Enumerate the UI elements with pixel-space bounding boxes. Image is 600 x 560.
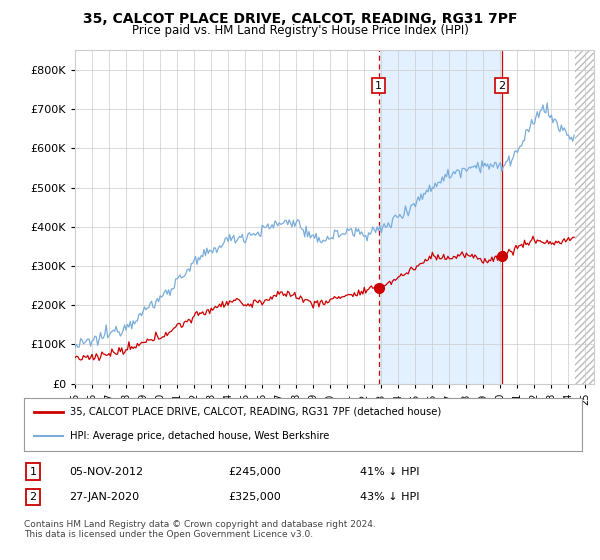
Text: HPI: Average price, detached house, West Berkshire: HPI: Average price, detached house, West… <box>70 431 329 441</box>
Text: 1: 1 <box>29 466 37 477</box>
Text: 35, CALCOT PLACE DRIVE, CALCOT, READING, RG31 7PF (detached house): 35, CALCOT PLACE DRIVE, CALCOT, READING,… <box>70 407 441 417</box>
Bar <box>575 50 594 384</box>
Text: 43% ↓ HPI: 43% ↓ HPI <box>360 492 419 502</box>
Text: £245,000: £245,000 <box>228 466 281 477</box>
Text: 2: 2 <box>29 492 37 502</box>
Text: Contains HM Land Registry data © Crown copyright and database right 2024.
This d: Contains HM Land Registry data © Crown c… <box>24 520 376 539</box>
Text: 35, CALCOT PLACE DRIVE, CALCOT, READING, RG31 7PF: 35, CALCOT PLACE DRIVE, CALCOT, READING,… <box>83 12 517 26</box>
Text: 1: 1 <box>375 81 382 91</box>
Text: 27-JAN-2020: 27-JAN-2020 <box>69 492 139 502</box>
Text: 2: 2 <box>498 81 505 91</box>
Text: £325,000: £325,000 <box>228 492 281 502</box>
Text: Price paid vs. HM Land Registry's House Price Index (HPI): Price paid vs. HM Land Registry's House … <box>131 24 469 37</box>
Text: 41% ↓ HPI: 41% ↓ HPI <box>360 466 419 477</box>
Text: 05-NOV-2012: 05-NOV-2012 <box>69 466 143 477</box>
